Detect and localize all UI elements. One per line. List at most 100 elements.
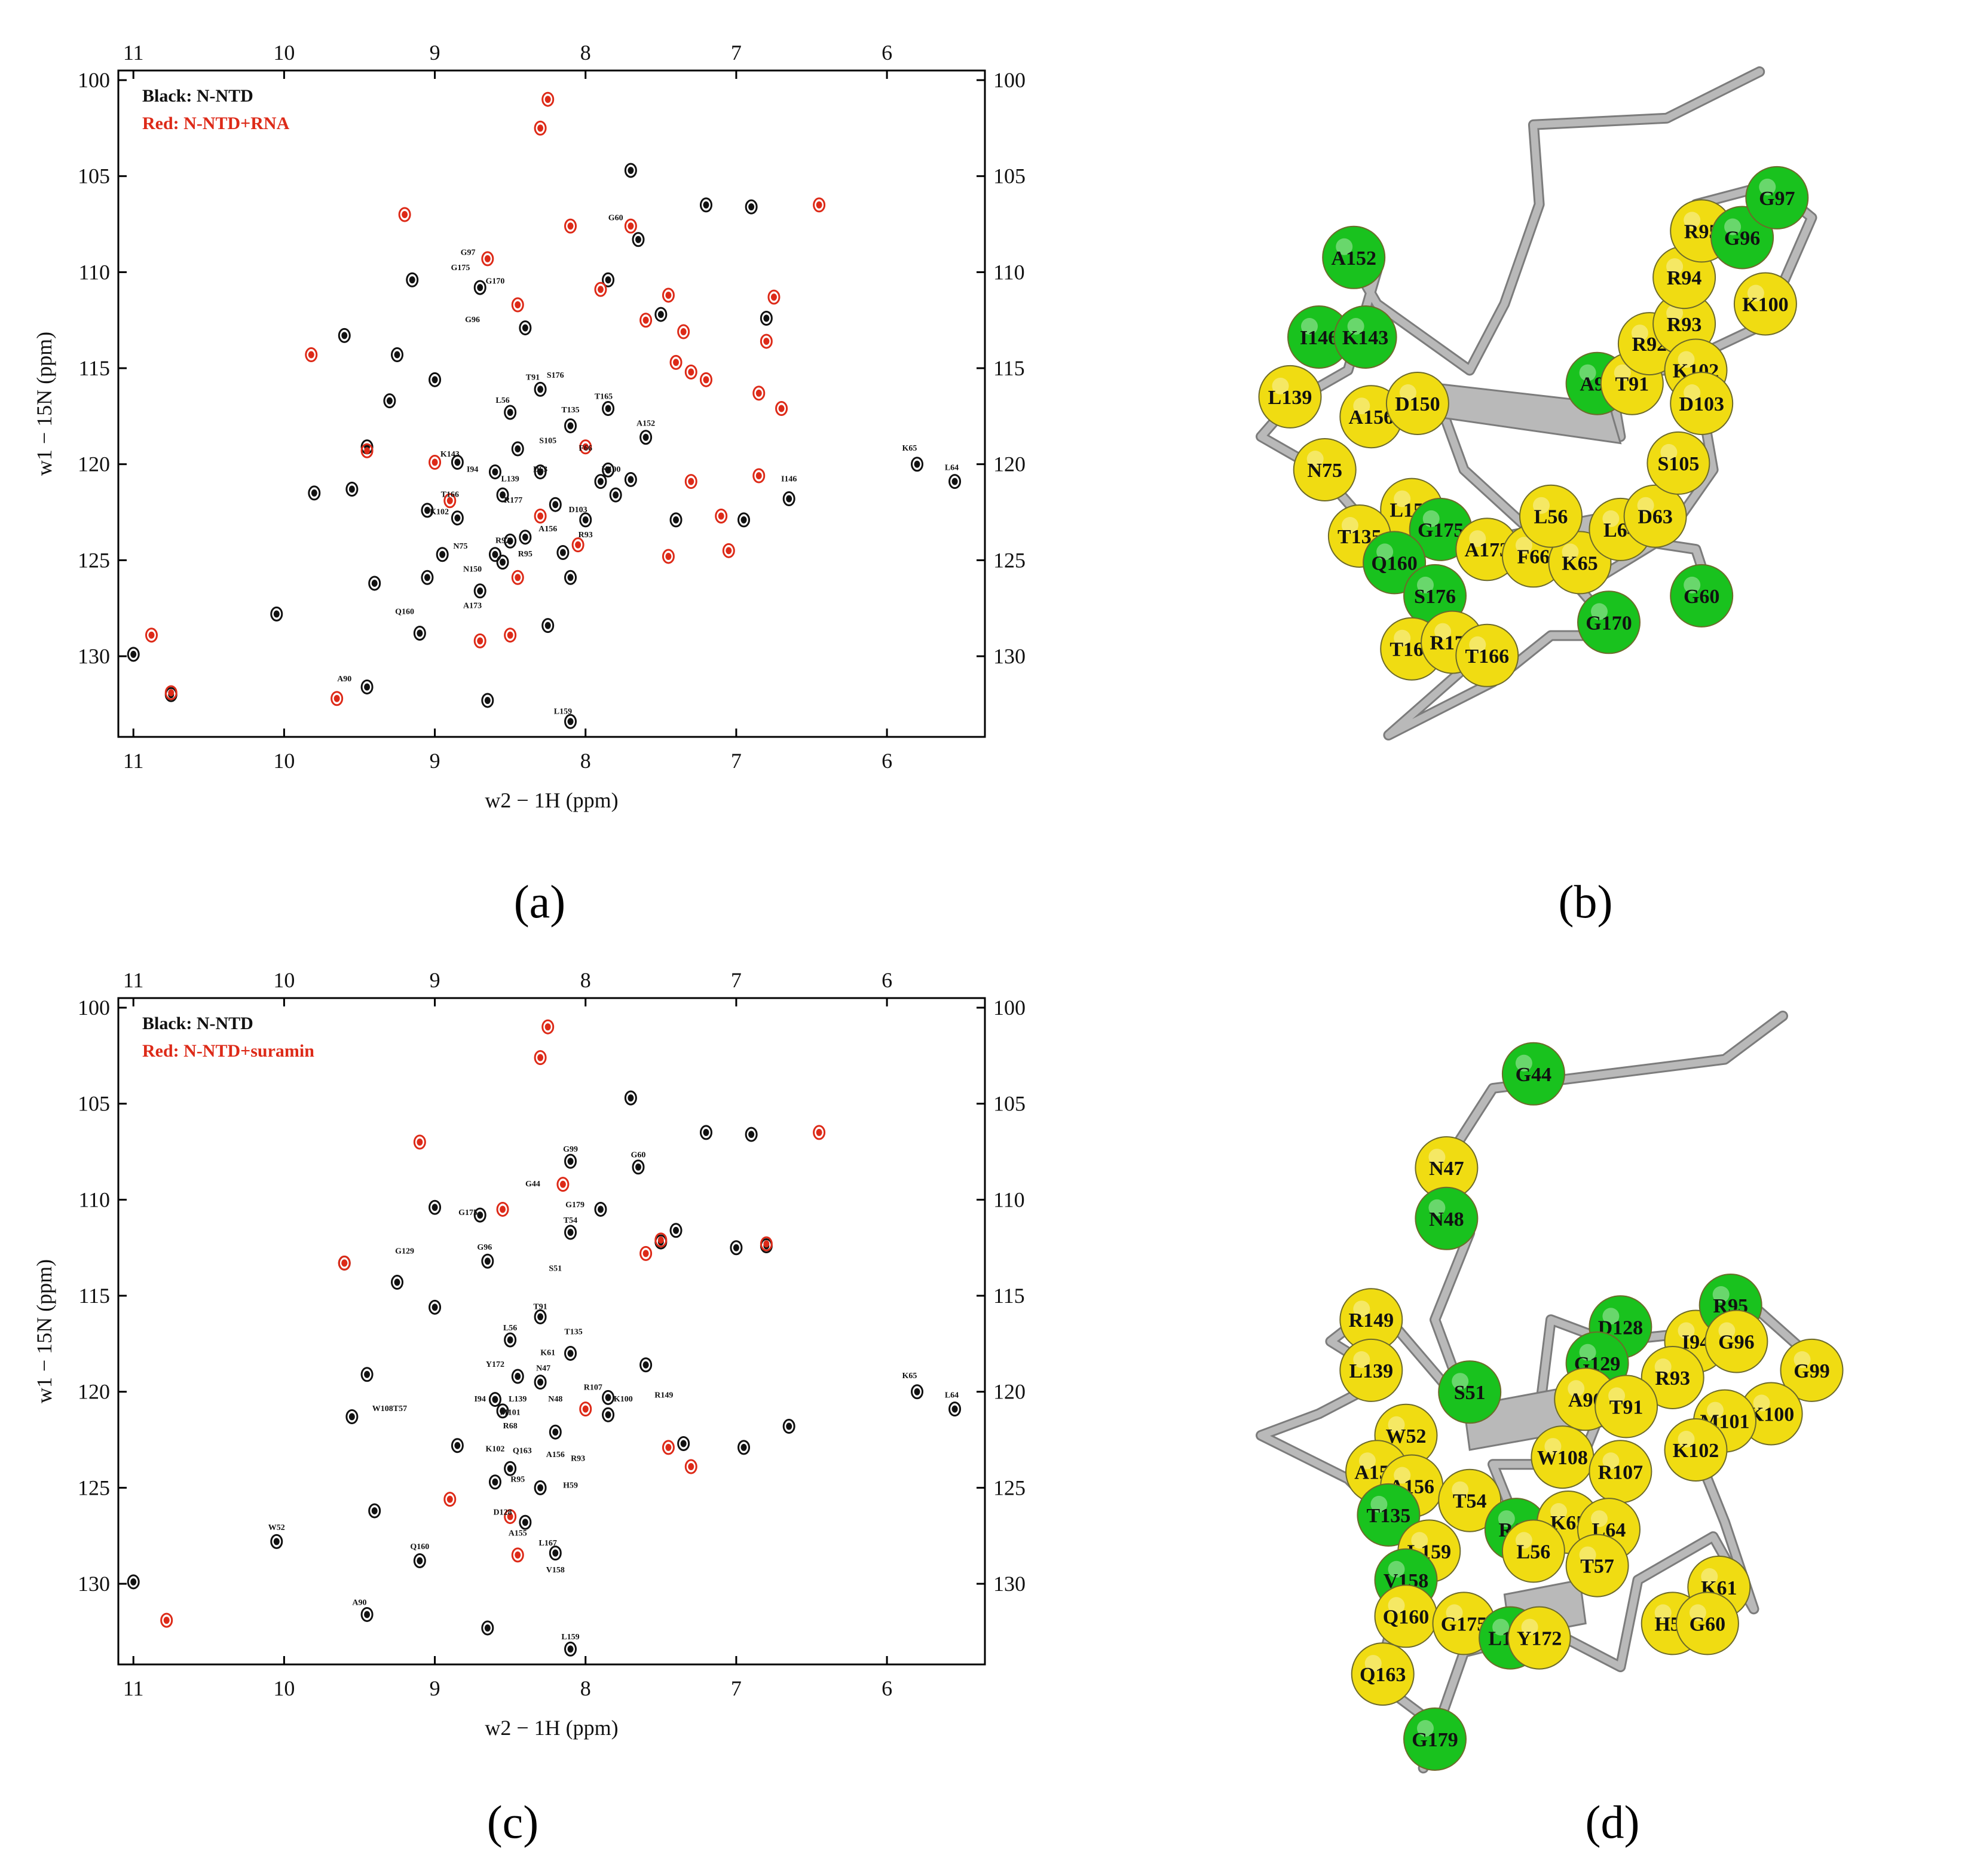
residue-sphere [1415,1186,1479,1250]
residue-label: L56 [1517,1541,1551,1563]
sphere-highlight [1446,1604,1463,1621]
peak-contour [594,1201,607,1217]
residue-label: R93 [1667,314,1702,336]
peak-contour [782,491,795,507]
sphere-highlight [1684,212,1701,229]
peak-marker [515,1373,521,1381]
y-tick-label-left: 110 [78,260,110,284]
peak-contour [488,547,501,562]
peak-annotation: A90 [337,675,351,684]
residue-label: G179 [1412,1729,1458,1751]
peak-contour [160,1612,173,1628]
y-tick-label-right: 125 [993,548,1026,572]
peak-marker [484,255,491,262]
peak-marker [515,574,521,582]
residue-label: G99 [1794,1360,1829,1382]
sphere-highlight [1370,1495,1388,1513]
peak-marker [492,1395,498,1403]
peak-marker [492,550,498,558]
peak-annotation: L56 [495,396,509,405]
peak-contour [511,297,524,313]
peak-marker [439,550,446,558]
peak-contour [534,381,547,397]
residue-sphere [1293,438,1357,501]
residue-sphere [1670,564,1734,628]
peak-marker [308,351,314,359]
x-axis-label: w2 − 1H (ppm) [485,1716,618,1740]
peak-annotation: G96 [477,1243,492,1252]
x-tick-label-top: 10 [273,41,295,65]
peak-marker [559,549,566,556]
peak-contour [270,606,283,622]
x-tick-label-top: 8 [580,968,591,992]
peak-contour [624,472,637,487]
peak-contour [662,549,675,564]
peak-contour [564,1641,577,1657]
peak-marker [409,276,415,284]
peak-contour [782,1419,795,1434]
peak-marker [665,552,672,560]
peak-marker [431,1303,438,1311]
residue-label: L139 [1349,1360,1393,1382]
peak-contour [564,1153,577,1169]
residue-label: T135 [1367,1505,1411,1527]
peak-contour [541,1019,555,1035]
peak-contour [534,1375,547,1390]
residue-label: K102 [1673,1440,1719,1462]
peak-annotation: G60 [631,1151,646,1160]
peak-annotation: R93 [571,1454,585,1463]
peak-marker [522,533,528,541]
peak-annotation: K102 [485,1445,504,1453]
peak-marker [605,276,611,284]
peak-contour [504,533,517,549]
peak-marker [371,579,378,587]
peak-contour [368,1503,381,1519]
peak-marker [477,284,483,292]
residue-label: S51 [1454,1382,1486,1404]
residue-sphere [1646,431,1710,495]
peak-annotation: G44 [525,1180,540,1189]
residue-label: D103 [1679,393,1724,415]
peak-contour [519,320,532,336]
peak-annotation: G96 [465,316,480,325]
peak-annotation: I146 [781,475,797,484]
sphere-highlight [1364,1655,1382,1672]
x-tick-label-bottom: 9 [430,749,440,773]
peak-contour [534,1309,547,1324]
peak-marker [567,222,574,230]
peak-annotation: K102 [430,507,449,516]
peak-marker [567,718,574,726]
y-tick-label-right: 120 [993,1380,1026,1404]
x-tick-label-bottom: 10 [273,1676,295,1700]
peak-annotation: D103 [569,506,587,515]
sphere-highlight [1388,1597,1405,1614]
peak-contour [564,218,577,234]
peak-annotation: L167 [539,1539,557,1548]
peak-contour [496,1403,509,1419]
peak-annotation: G170 [485,277,504,286]
residue-label: Y172 [1517,1628,1562,1650]
peak-annotation: A173 [463,602,482,611]
residue-sphere [1501,1519,1565,1583]
peak-marker [364,1611,371,1618]
peak-contour [677,324,690,339]
y-axis-label: w1 − 15N (ppm) [32,332,56,476]
residue-label: G97 [1759,188,1795,210]
peaks-group [127,91,962,729]
peak-annotation: Y172 [486,1360,504,1369]
sphere-highlight [1452,1373,1469,1390]
sphere-highlight [1718,1322,1736,1339]
peak-marker [718,512,724,520]
sphere-highlight [1376,543,1394,561]
peak-marker [703,201,709,209]
peak-annotation: K61 [540,1349,555,1358]
residue-sphere [1565,1534,1629,1597]
peak-annotation: S51 [549,1264,562,1273]
peak-marker [748,1131,755,1139]
peak-contour [368,576,381,591]
sphere-highlight [1353,1300,1370,1318]
residue-label: S176 [1414,586,1456,608]
sphere-highlight [1434,623,1452,640]
peak-contour [632,232,645,247]
peak-contour [669,512,683,528]
